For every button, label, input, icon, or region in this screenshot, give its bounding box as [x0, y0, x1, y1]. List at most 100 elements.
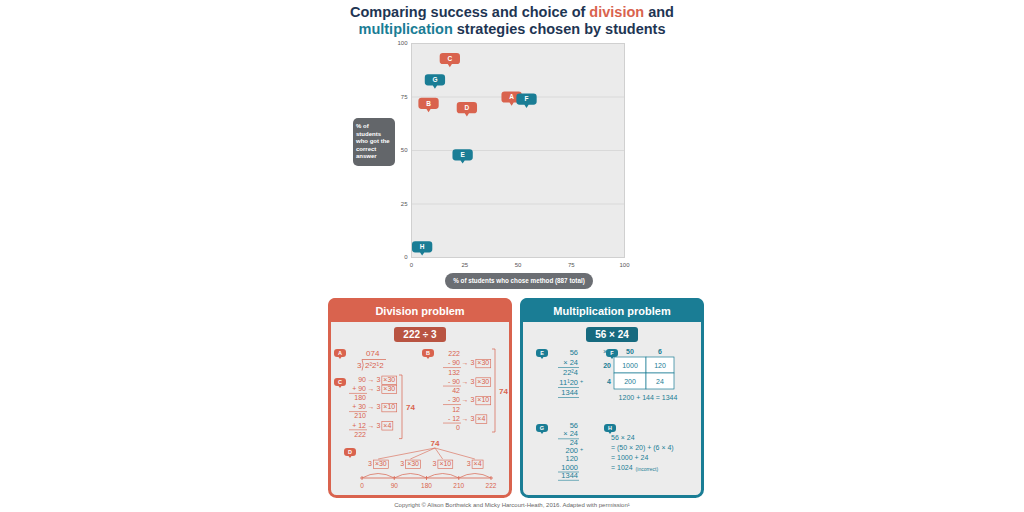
svg-text:+ 90: + 90	[352, 385, 366, 392]
svg-text:Division problem: Division problem	[375, 305, 464, 317]
svg-text:- 90: - 90	[448, 378, 460, 385]
svg-text:3: 3	[357, 361, 362, 370]
svg-text:74: 74	[431, 439, 440, 448]
svg-text:- 30: - 30	[448, 396, 460, 403]
svg-text:1000: 1000	[622, 362, 638, 369]
svg-text:25: 25	[461, 262, 468, 268]
svg-text:42: 42	[452, 387, 460, 394]
svg-text:0: 0	[360, 482, 364, 489]
svg-text:24: 24	[656, 378, 664, 385]
svg-text:222: 222	[486, 482, 497, 489]
svg-text:50: 50	[515, 262, 522, 268]
svg-text:Multiplication problem: Multiplication problem	[553, 305, 671, 317]
svg-text:74: 74	[499, 387, 508, 396]
svg-text:12: 12	[452, 406, 460, 413]
svg-text:A: A	[509, 93, 514, 100]
svg-text:F: F	[610, 350, 614, 356]
svg-text:×30: ×30	[375, 460, 387, 467]
svg-text:F: F	[525, 95, 529, 102]
svg-text:→ 3: → 3	[462, 396, 475, 403]
svg-text:200: 200	[565, 446, 578, 455]
svg-text:3: 3	[368, 460, 372, 467]
svg-text:222 ÷ 3: 222 ÷ 3	[403, 329, 437, 340]
svg-text:×10: ×10	[439, 460, 451, 467]
svg-text:×10: ×10	[383, 403, 395, 410]
svg-text:- 90: - 90	[448, 359, 460, 366]
svg-text:25: 25	[401, 201, 408, 207]
svg-text:75: 75	[568, 262, 575, 268]
svg-text:90: 90	[391, 482, 399, 489]
svg-text:2²2¹2: 2²2¹2	[365, 361, 384, 370]
svg-text:A: A	[338, 350, 342, 356]
svg-text:20: 20	[603, 362, 611, 369]
svg-text:× 24: × 24	[563, 358, 578, 367]
svg-text:90: 90	[358, 376, 366, 383]
svg-text:G: G	[540, 425, 544, 431]
svg-text:74: 74	[406, 403, 415, 412]
svg-text:120: 120	[654, 362, 666, 369]
svg-text:×30: ×30	[383, 376, 395, 383]
svg-text:× 24: × 24	[563, 429, 578, 438]
svg-text:56 × 24: 56 × 24	[595, 329, 629, 340]
svg-text:= 1000 + 24: = 1000 + 24	[611, 454, 648, 461]
svg-text:B: B	[426, 350, 430, 356]
svg-text:E: E	[540, 350, 544, 356]
svg-text:1344: 1344	[561, 471, 578, 480]
svg-text:×4: ×4	[477, 415, 485, 422]
svg-text:×4: ×4	[383, 422, 391, 429]
svg-text:×30: ×30	[477, 359, 489, 366]
svg-text:4: 4	[607, 378, 611, 385]
svg-text:180: 180	[354, 394, 366, 401]
svg-text:+ 30: + 30	[352, 403, 366, 410]
svg-text:H: H	[420, 243, 425, 250]
svg-text:180: 180	[421, 482, 432, 489]
svg-text:→ 3: → 3	[368, 385, 381, 392]
svg-text:C: C	[447, 55, 452, 62]
svg-text:→ 3: → 3	[368, 403, 381, 410]
svg-text:×30: ×30	[407, 460, 419, 467]
svg-text:1200 + 144 = 1344: 1200 + 144 = 1344	[619, 394, 678, 401]
svg-text:100: 100	[397, 40, 408, 46]
svg-text:B: B	[426, 100, 431, 107]
svg-text:G: G	[432, 76, 437, 83]
svg-text:→ 3: → 3	[368, 422, 381, 429]
svg-text:3: 3	[432, 460, 436, 467]
svg-text:3: 3	[400, 460, 404, 467]
svg-text:H: H	[608, 425, 612, 431]
svg-text:= (50 × 20) + (6 × 4): = (50 × 20) + (6 × 4)	[611, 444, 674, 452]
svg-text:210: 210	[354, 412, 366, 419]
svg-text:56: 56	[570, 348, 578, 357]
svg-text:D: D	[348, 449, 352, 455]
svg-text:120: 120	[565, 454, 578, 463]
svg-text:24: 24	[570, 438, 578, 447]
svg-text:3: 3	[467, 460, 471, 467]
svg-text:0: 0	[456, 424, 460, 431]
svg-text:(incorrect): (incorrect)	[636, 466, 659, 472]
svg-text:75: 75	[401, 94, 408, 100]
svg-text:222: 222	[448, 350, 460, 357]
svg-text:C: C	[338, 379, 342, 385]
svg-text:→ 3: → 3	[462, 359, 475, 366]
svg-text:= 1024: = 1024	[611, 464, 633, 471]
svg-text:56 × 24: 56 × 24	[611, 434, 635, 441]
svg-text:×30: ×30	[477, 378, 489, 385]
svg-text:0: 0	[404, 254, 408, 260]
svg-text:0: 0	[410, 262, 414, 268]
svg-text:1344: 1344	[561, 388, 578, 397]
svg-text:100: 100	[619, 262, 630, 268]
svg-text:×30: ×30	[383, 385, 395, 392]
svg-text:×: ×	[603, 348, 607, 355]
svg-text:+: +	[580, 446, 583, 452]
svg-text:074: 074	[366, 349, 380, 358]
svg-text:×4: ×4	[474, 460, 482, 467]
svg-text:E: E	[460, 151, 465, 158]
svg-text:×10: ×10	[477, 396, 489, 403]
svg-text:222: 222	[354, 431, 366, 438]
svg-text:+: +	[580, 378, 583, 384]
svg-text:132: 132	[448, 369, 460, 376]
svg-text:→ 3: → 3	[462, 415, 475, 422]
svg-text:50: 50	[626, 348, 634, 355]
svg-text:D: D	[465, 104, 470, 111]
svg-text:200: 200	[624, 378, 636, 385]
svg-text:1000: 1000	[561, 463, 578, 472]
